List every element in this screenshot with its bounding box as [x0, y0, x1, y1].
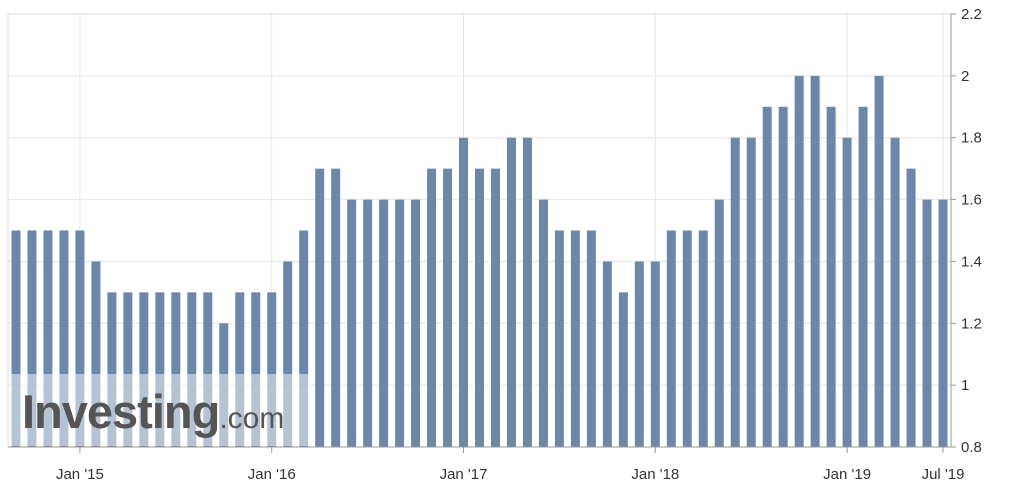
- bar-2019-02[interactable]: [858, 106, 868, 448]
- bar-2015-09[interactable]: [203, 292, 213, 447]
- bar-2018-08[interactable]: [762, 106, 772, 448]
- bar-2015-01[interactable]: [75, 230, 85, 448]
- bar-2017-09[interactable]: [586, 230, 596, 448]
- bar-2018-04[interactable]: [698, 230, 708, 448]
- bar-2018-03[interactable]: [682, 230, 692, 448]
- bar-2017-01[interactable]: [459, 137, 469, 447]
- y-tick-label: 2.2: [961, 6, 982, 23]
- bar-2017-10[interactable]: [602, 261, 612, 447]
- bar-2018-02[interactable]: [666, 230, 676, 448]
- bar-2015-08[interactable]: [187, 292, 197, 447]
- bar-2019-05[interactable]: [906, 168, 916, 447]
- bar-2015-04[interactable]: [123, 292, 133, 447]
- bar-2018-11[interactable]: [810, 75, 820, 447]
- bar-2018-10[interactable]: [794, 75, 804, 447]
- bar-2019-07[interactable]: [938, 199, 948, 447]
- bar-2015-06[interactable]: [155, 292, 165, 447]
- bar-2019-04[interactable]: [890, 137, 900, 447]
- watermark-brand: Investing: [22, 385, 219, 438]
- bar-2015-12[interactable]: [251, 292, 261, 447]
- x-tick-label: Jan '15: [56, 466, 104, 483]
- plot-frame: [7, 13, 952, 448]
- bar-2016-07[interactable]: [363, 199, 373, 447]
- bar-2015-02[interactable]: [91, 261, 101, 447]
- bar-2018-06[interactable]: [730, 137, 740, 447]
- bar-2017-12[interactable]: [634, 261, 644, 447]
- bar-2015-03[interactable]: [107, 292, 117, 447]
- bar-2016-09[interactable]: [395, 199, 405, 447]
- bar-2018-09[interactable]: [778, 106, 788, 448]
- x-tick-label: Jul '19: [922, 466, 965, 483]
- bar-2016-02[interactable]: [283, 261, 293, 447]
- y-tick-label: 2: [961, 68, 969, 85]
- bar-2016-11[interactable]: [427, 168, 437, 447]
- bar-2018-01[interactable]: [650, 261, 660, 447]
- bar-2014-09[interactable]: [11, 230, 21, 448]
- bar-2019-01[interactable]: [842, 137, 852, 447]
- y-tick-label: 1.8: [961, 130, 982, 147]
- bar-2017-05[interactable]: [522, 137, 532, 447]
- x-tick-label: Jan '18: [631, 466, 679, 483]
- bar-2017-11[interactable]: [618, 292, 628, 447]
- bar-2015-11[interactable]: [235, 292, 245, 447]
- bars-layer: [11, 75, 948, 448]
- bar-2019-03[interactable]: [874, 75, 884, 447]
- bar-2017-08[interactable]: [570, 230, 580, 448]
- bar-2014-10[interactable]: [27, 230, 37, 448]
- bar-2016-12[interactable]: [443, 168, 453, 447]
- bar-2016-04[interactable]: [315, 168, 325, 447]
- y-tick-label: 1.4: [961, 253, 982, 270]
- x-tick-label: Jan '17: [440, 466, 488, 483]
- x-axis: Jan '15 Jan '16 Jan '17 Jan '18 Jan '19 Jul '…: [56, 447, 964, 483]
- bar-2018-05[interactable]: [714, 199, 724, 447]
- bar-2016-03[interactable]: [299, 230, 309, 448]
- svg-text:Investing.com: Investing.com: [22, 385, 284, 438]
- x-tick-label: Jan '19: [823, 466, 871, 483]
- y-tick-label: 0.8: [961, 439, 982, 456]
- x-tick-label: Jan '16: [248, 466, 296, 483]
- bar-2014-12[interactable]: [59, 230, 69, 448]
- bar-2018-12[interactable]: [826, 106, 836, 448]
- bar-2017-07[interactable]: [554, 230, 564, 448]
- watermark-suffix: .com: [219, 402, 284, 435]
- bar-2016-01[interactable]: [267, 292, 277, 447]
- y-tick-label: 1.6: [961, 192, 982, 209]
- bar-2016-05[interactable]: [331, 168, 341, 447]
- y-tick-label: 1: [961, 377, 969, 394]
- y-axis: 2.2 2 1.8 1.6 1.4 1.2 1 0.8: [951, 6, 982, 456]
- bar-2015-05[interactable]: [139, 292, 149, 447]
- watermark-backdrop: [10, 374, 310, 446]
- bar-2018-07[interactable]: [746, 137, 756, 447]
- bar-2016-08[interactable]: [379, 199, 389, 447]
- bar-2015-07[interactable]: [171, 292, 181, 447]
- bar-2017-02[interactable]: [475, 168, 484, 447]
- bar-2017-04[interactable]: [506, 137, 516, 447]
- y-tick-label: 1.2: [961, 315, 982, 332]
- bar-2014-11[interactable]: [43, 230, 53, 448]
- investing-logo: Investing.com: [10, 374, 310, 446]
- bar-2017-06[interactable]: [538, 199, 548, 447]
- bar-2016-06[interactable]: [347, 199, 357, 447]
- bar-2016-10[interactable]: [411, 199, 421, 447]
- bar-2017-03[interactable]: [490, 168, 500, 447]
- bar-2019-06[interactable]: [922, 199, 932, 447]
